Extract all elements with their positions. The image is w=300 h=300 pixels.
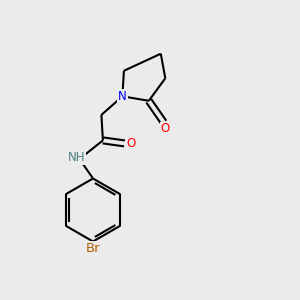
Text: O: O (161, 122, 170, 136)
Text: O: O (127, 137, 136, 150)
Text: NH: NH (68, 151, 85, 164)
Text: N: N (118, 90, 127, 103)
Text: Br: Br (86, 242, 100, 256)
